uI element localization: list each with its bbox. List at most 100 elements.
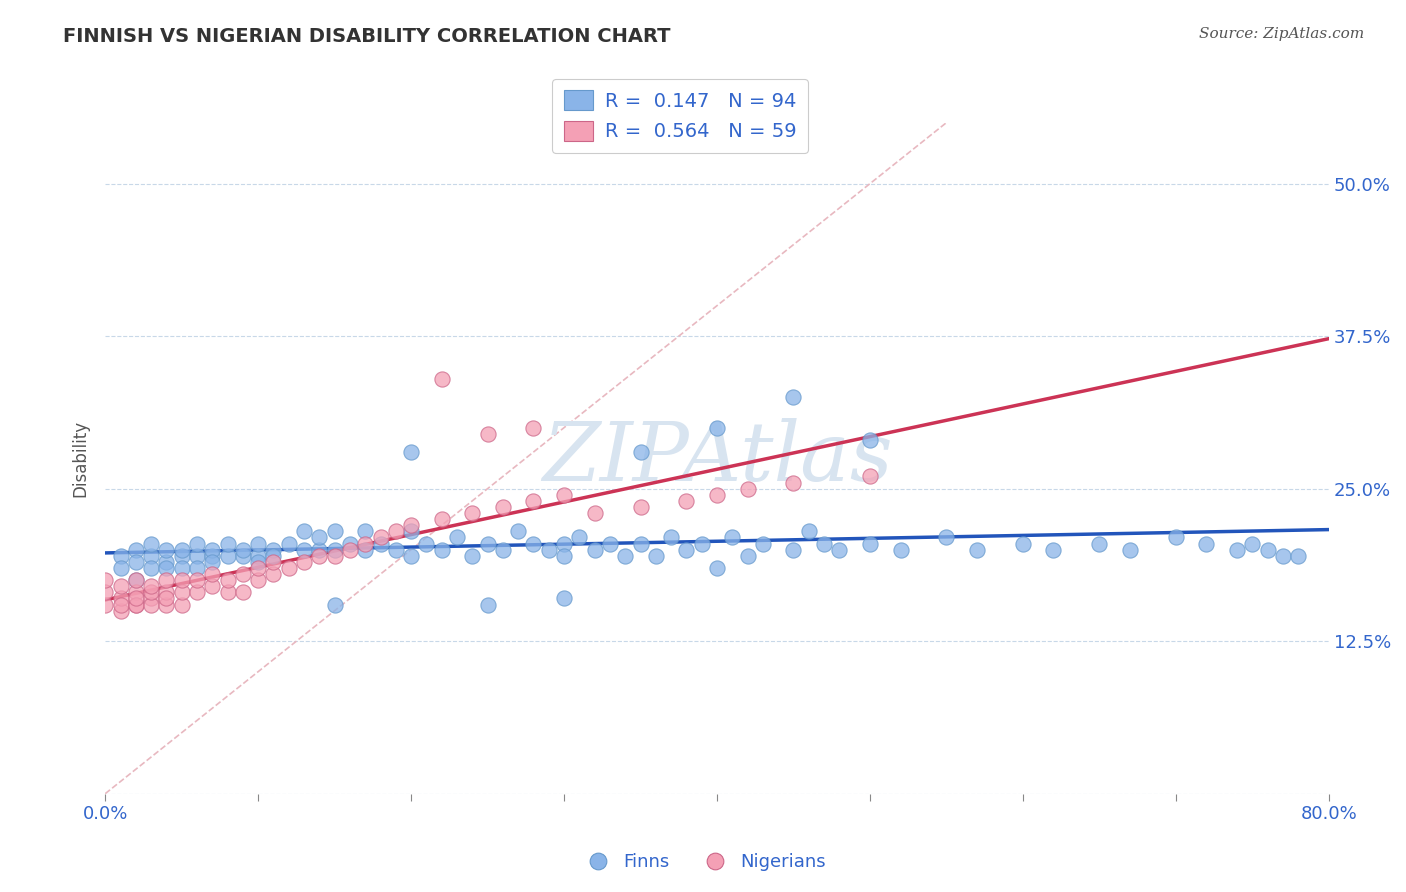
Point (966, 542, 988, 557)
Point (262, 555, 284, 569)
Point (522, 536, 544, 550)
Point (247, 555, 270, 569)
Point (323, 549, 346, 563)
Point (370, 536, 392, 550)
Point (125, 598, 148, 612)
Point (599, 536, 621, 550)
Text: FINNISH VS NIGERIAN DISABILITY CORRELATION CHART: FINNISH VS NIGERIAN DISABILITY CORRELATI… (63, 27, 671, 45)
Point (247, 549, 270, 563)
Point (170, 585, 193, 599)
Point (553, 549, 575, 563)
Point (859, 469, 882, 483)
Point (782, 542, 804, 557)
Point (568, 531, 591, 545)
Point (308, 531, 330, 545)
Point (110, 604, 132, 618)
Point (430, 512, 453, 526)
Point (1164, 531, 1187, 545)
Point (125, 573, 148, 587)
Point (217, 573, 239, 587)
Point (232, 542, 254, 557)
Point (247, 573, 270, 587)
Point (170, 573, 193, 587)
Point (186, 536, 208, 550)
Point (94, 598, 117, 612)
Point (262, 542, 284, 557)
Point (1257, 542, 1279, 557)
Point (139, 585, 162, 599)
Point (675, 542, 697, 557)
Point (492, 500, 515, 514)
Point (125, 542, 148, 557)
Point (201, 542, 224, 557)
Point (813, 536, 835, 550)
Point (125, 573, 148, 587)
Point (125, 555, 148, 569)
Point (430, 542, 453, 557)
Point (110, 561, 132, 575)
Point (262, 567, 284, 582)
Point (125, 598, 148, 612)
Point (186, 585, 208, 599)
Point (110, 579, 132, 593)
Point (139, 591, 162, 606)
Point (201, 555, 224, 569)
Point (828, 542, 851, 557)
Point (155, 591, 177, 606)
Point (110, 549, 132, 563)
Point (217, 585, 239, 599)
Point (675, 494, 697, 508)
Point (644, 549, 666, 563)
Point (706, 561, 728, 575)
Point (292, 542, 315, 557)
Point (354, 542, 377, 557)
Point (583, 542, 606, 557)
Point (477, 536, 499, 550)
Point (110, 591, 132, 606)
Point (399, 518, 422, 533)
Point (1286, 549, 1309, 563)
Point (155, 598, 177, 612)
Point (139, 536, 162, 550)
Point (1119, 542, 1142, 557)
Point (859, 433, 882, 447)
Point (553, 488, 575, 502)
Point (797, 524, 820, 539)
Point (247, 536, 270, 550)
Point (217, 549, 239, 563)
Point (323, 524, 346, 539)
Point (170, 598, 193, 612)
Point (139, 549, 162, 563)
Point (262, 549, 284, 563)
Point (308, 549, 330, 563)
Point (186, 561, 208, 575)
Point (139, 579, 162, 593)
Point (247, 561, 270, 575)
Point (1042, 542, 1064, 557)
Point (339, 542, 361, 557)
Point (170, 542, 193, 557)
Point (155, 573, 177, 587)
Point (614, 549, 637, 563)
Point (170, 561, 193, 575)
Legend: Finns, Nigerians: Finns, Nigerians (574, 847, 832, 879)
Point (292, 524, 315, 539)
Point (630, 500, 652, 514)
Point (125, 591, 148, 606)
Point (217, 536, 239, 550)
Point (782, 475, 804, 490)
Point (1226, 542, 1249, 557)
Point (522, 494, 544, 508)
Point (201, 579, 224, 593)
Point (232, 549, 254, 563)
Point (399, 549, 422, 563)
Point (125, 585, 148, 599)
Point (889, 542, 911, 557)
Point (752, 536, 775, 550)
Point (277, 536, 299, 550)
Text: Source: ZipAtlas.com: Source: ZipAtlas.com (1198, 27, 1364, 41)
Point (94, 573, 117, 587)
Point (1012, 536, 1035, 550)
Point (1271, 549, 1294, 563)
Point (492, 542, 515, 557)
